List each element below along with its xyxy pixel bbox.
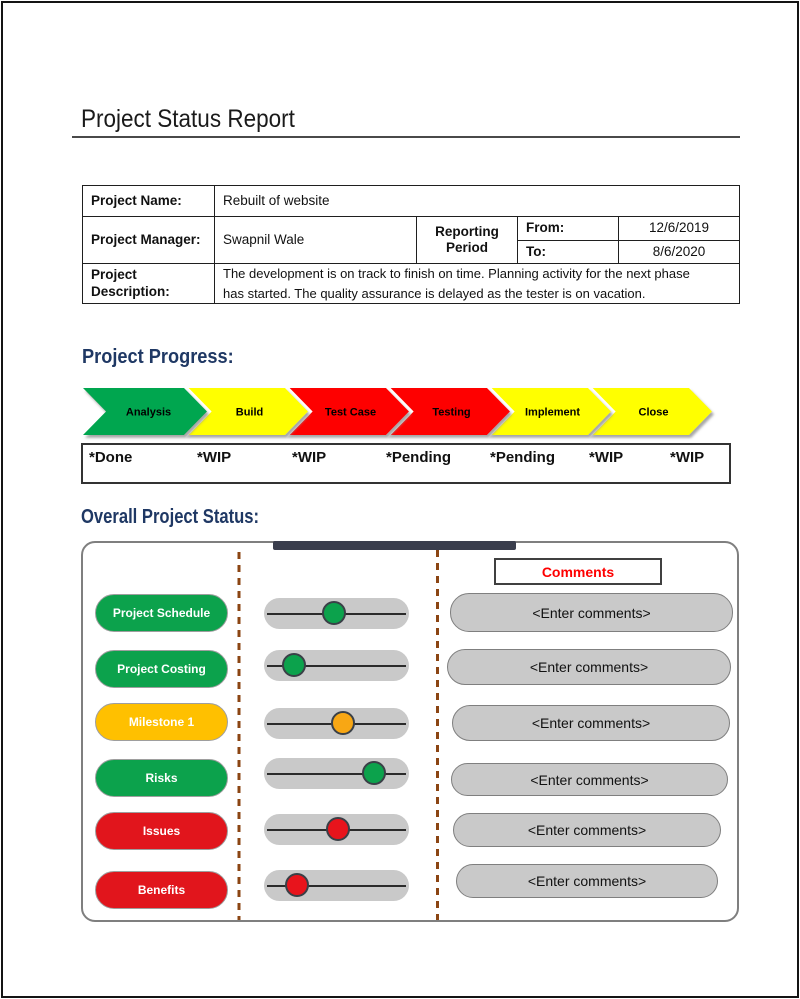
svg-text:Implement: Implement xyxy=(525,407,580,419)
svg-text:Testing: Testing xyxy=(432,407,470,419)
svg-text:Analysis: Analysis xyxy=(126,407,171,419)
svg-text:Build: Build xyxy=(236,407,264,419)
svg-text:Test Case: Test Case xyxy=(325,407,376,419)
svg-text:Close: Close xyxy=(639,407,669,419)
